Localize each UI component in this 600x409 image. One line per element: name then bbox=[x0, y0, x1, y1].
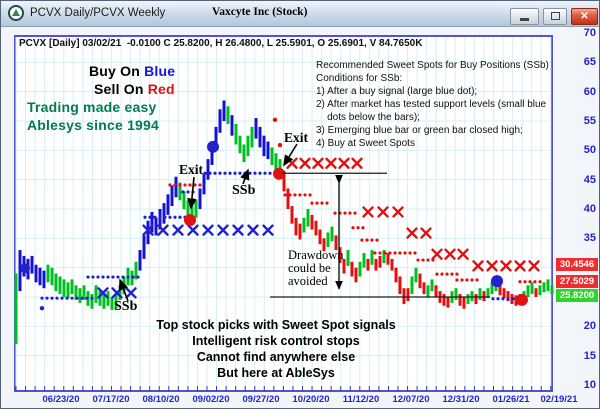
bottom-promo-1: Top stock picks with Sweet Spot signals bbox=[156, 318, 396, 332]
x-axis-tick-label: 12/07/20 bbox=[392, 394, 430, 405]
maximize-button[interactable] bbox=[543, 8, 567, 25]
ablesys-logo-icon bbox=[8, 5, 24, 21]
x-axis-tick-label: 09/27/20 bbox=[242, 394, 280, 405]
x-axis-tick-label: 01/26/21 bbox=[492, 394, 530, 405]
window-titlebar[interactable]: PCVX Daily/PCVX Weekly Vaxcyte Inc (Stoc… bbox=[0, 0, 600, 27]
exit-label-2: Exit bbox=[284, 130, 309, 145]
x-axis-tick-label: 09/02/20 bbox=[192, 394, 230, 405]
x-axis-tick-label: 02/19/21 bbox=[540, 394, 578, 405]
bottom-promo-4: But here at AbleSys bbox=[217, 366, 335, 380]
y-axis-tick: 65 bbox=[583, 56, 596, 69]
exit-label-1: Exit bbox=[179, 162, 204, 177]
promo-blue-word: Blue bbox=[144, 63, 176, 79]
bottom-promo-2: Intelligent risk control stops bbox=[192, 334, 360, 348]
y-axis-tick: 70 bbox=[583, 27, 596, 39]
close-button[interactable]: ✕ bbox=[571, 8, 598, 25]
drawdown-note-1: Drawdown bbox=[288, 248, 344, 262]
x-axis-tick-label: 10/20/20 bbox=[292, 394, 330, 405]
logo-triangle-icon bbox=[12, 9, 20, 16]
y-axis-tick: 35 bbox=[583, 232, 596, 245]
price-tag-stop: 30.4546 bbox=[556, 258, 598, 271]
ssb-label-2: SSb bbox=[232, 183, 256, 198]
ssb-condition-2: 2) After market has tested support level… bbox=[316, 99, 547, 110]
price-tag-resistance: 27.5029 bbox=[556, 275, 598, 288]
y-axis-tick: 40 bbox=[583, 203, 596, 215]
y-axis-tick: 60 bbox=[583, 85, 596, 98]
maximize-icon bbox=[550, 12, 560, 20]
y-axis-tick: 15 bbox=[583, 349, 596, 362]
x-axis-tick-label: 06/23/20 bbox=[42, 394, 80, 405]
x-axis-tick-label: 08/10/20 bbox=[142, 394, 180, 405]
window-title: PCVX Daily/PCVX Weekly bbox=[30, 7, 166, 19]
promo-buy-line: Buy On Blue bbox=[89, 63, 176, 79]
minimize-icon bbox=[520, 18, 529, 21]
ssb-condition-3: 3) Emerging blue bar or green bar closed… bbox=[316, 125, 523, 136]
ssb-instructions-subtitle: Conditions for SSb: bbox=[316, 73, 403, 84]
bottom-promo-3: Cannot find anywhere else bbox=[196, 350, 356, 364]
drawdown-note-3: avoided bbox=[288, 274, 328, 288]
promo-red-word: Red bbox=[147, 81, 175, 97]
x-axis-tick-label: 07/17/20 bbox=[92, 394, 130, 405]
ssb-condition-4: 4) Buy at Sweet Spots bbox=[316, 138, 415, 149]
promo-tagline-1: Trading made easy bbox=[27, 99, 157, 115]
promo-tagline-2: Ablesys since 1994 bbox=[27, 117, 160, 133]
quote-info-bar: PCVX [Daily] 03/02/21 -0.0100 C 25.8200,… bbox=[19, 38, 423, 49]
ssb-label-1: SSb bbox=[114, 299, 138, 314]
y-axis-tick: 50 bbox=[583, 144, 596, 157]
x-axis-tick-label: 12/31/20 bbox=[442, 394, 480, 405]
x-axis-tick-label: 11/12/20 bbox=[342, 394, 380, 405]
price-tag-last: 25.8200 bbox=[556, 289, 598, 302]
instrument-title: Vaxcyte Inc (Stock) bbox=[212, 6, 308, 18]
ssb-condition-1: 1) After a buy signal (large blue dot); bbox=[316, 86, 478, 97]
y-axis-tick: 10 bbox=[583, 379, 596, 391]
y-axis-tick: 55 bbox=[583, 115, 596, 127]
y-axis-tick: 20 bbox=[583, 320, 596, 333]
ssb-condition-2b: dots below the bars); bbox=[316, 112, 420, 123]
minimize-button[interactable] bbox=[510, 8, 539, 25]
promo-sell-line: Sell On Red bbox=[94, 81, 175, 97]
ssb-instructions-title: Recommended Sweet Spots for Buy Position… bbox=[316, 60, 549, 71]
y-axis-tick: 45 bbox=[583, 173, 596, 186]
